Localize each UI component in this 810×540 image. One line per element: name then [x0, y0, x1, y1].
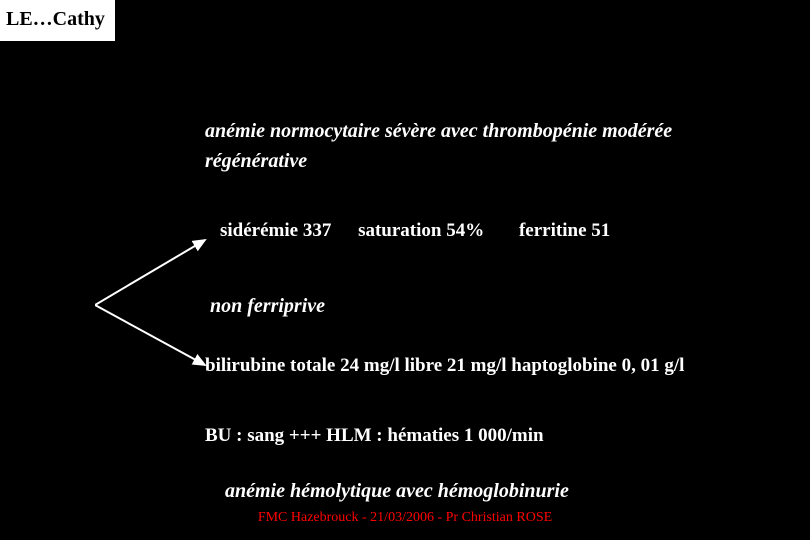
page-title: LE…Cathy	[0, 0, 115, 41]
diagnosis-line-1: anémie normocytaire sévère avec thrombop…	[205, 120, 672, 143]
ferritine-value: ferritine 51	[519, 220, 610, 241]
diagnosis-line-2: régénérative	[205, 150, 307, 173]
footer-text: FMC Hazebrouck - 21/03/2006 - Pr Christi…	[0, 510, 810, 526]
conclusion-line: anémie hémolytique avec hémoglobinurie	[225, 480, 569, 503]
saturation-value: saturation 54%	[358, 220, 484, 241]
labs-row: sidérémie 337 saturation 54% ferritine 5…	[220, 220, 610, 242]
slide: LE…Cathy anémie normocytaire sévère avec…	[0, 0, 810, 540]
urine-row: BU : sang +++ HLM : hématies 1 000/min	[205, 425, 544, 447]
bilirubine-row: bilirubine totale 24 mg/l libre 21 mg/l …	[205, 355, 684, 377]
sideremie-value: sidérémie 337	[220, 220, 331, 241]
interpretation-non-ferriprive: non ferriprive	[210, 295, 325, 318]
